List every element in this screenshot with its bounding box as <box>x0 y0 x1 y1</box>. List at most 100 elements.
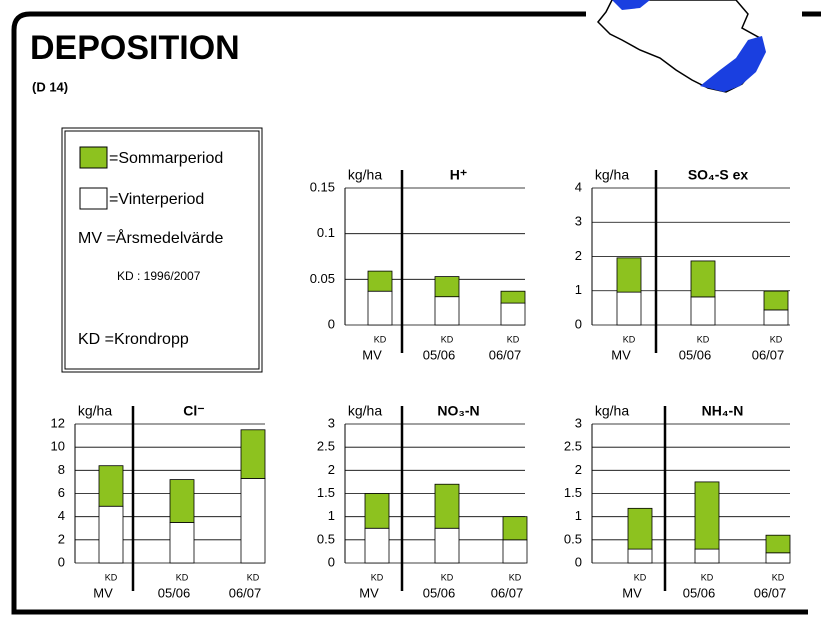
x-tick-label: MV <box>622 585 642 600</box>
bar-segment <box>694 548 720 564</box>
bar-label: KD <box>374 334 387 344</box>
y-tick-label: 0 <box>328 554 335 569</box>
bar-segment <box>765 552 791 564</box>
bar-segment <box>240 429 266 479</box>
bar-segment <box>616 291 642 326</box>
bar-segment <box>690 260 716 298</box>
bar-label: KD <box>247 572 260 582</box>
bar-segment <box>616 257 642 293</box>
bar-label: KD <box>507 334 520 344</box>
y-tick-label: 1 <box>575 282 582 297</box>
y-tick-label: 3 <box>575 214 582 229</box>
x-tick-label: 05/06 <box>423 585 456 600</box>
bar-segment <box>434 483 460 529</box>
bar-segment <box>240 478 266 564</box>
bar-segment <box>434 276 460 298</box>
bar-segment <box>763 309 789 326</box>
y-tick-label: 0 <box>58 554 65 569</box>
bar-segment <box>627 548 653 564</box>
x-tick-label: MV <box>362 347 382 362</box>
bar-segment <box>367 270 393 292</box>
y-tick-label: 2 <box>575 462 582 477</box>
bar-segment <box>169 522 195 564</box>
y-unit: kg/ha <box>348 167 382 183</box>
y-tick-label: 8 <box>58 462 65 477</box>
y-tick-label: 2.5 <box>564 439 582 454</box>
legend-swatch <box>79 187 108 210</box>
y-tick-label: 3 <box>575 415 582 430</box>
legend-swatch <box>79 146 108 169</box>
x-tick-label: 06/07 <box>754 585 787 600</box>
page-title: DEPOSITION <box>30 29 240 67</box>
bar-segment <box>364 527 390 564</box>
x-tick-label: 06/07 <box>229 585 262 600</box>
bar-segment <box>364 493 390 529</box>
y-unit: kg/ha <box>595 403 629 419</box>
y-tick-label: 0 <box>328 316 335 331</box>
y-tick-label: 4 <box>58 508 65 523</box>
y-tick-label: 0.5 <box>564 531 582 546</box>
page-subtitle: (D 14) <box>32 79 68 94</box>
bar-label: KD <box>623 334 636 344</box>
bar-segment <box>627 507 653 550</box>
bar-label: KD <box>371 572 384 582</box>
bar-label: KD <box>441 572 454 582</box>
bar-label: KD <box>770 334 783 344</box>
x-tick-label: 05/06 <box>679 347 712 362</box>
y-tick-label: 0.1 <box>317 225 335 240</box>
bar-segment <box>500 302 526 326</box>
bar-segment <box>500 290 526 304</box>
y-tick-label: 10 <box>51 439 65 454</box>
legend-label: KD : 1996/2007 <box>117 269 201 283</box>
legend-box <box>64 130 260 370</box>
y-tick-label: 0.15 <box>310 179 335 194</box>
bar-segment <box>502 539 528 564</box>
bar-segment <box>169 479 195 523</box>
bar-segment <box>502 516 528 541</box>
y-tick-label: 3 <box>328 415 335 430</box>
y-tick-label: 2 <box>328 462 335 477</box>
chart-title: NH₄-N <box>702 403 744 419</box>
legend-label: KD =Krondropp <box>78 331 189 348</box>
bar-segment <box>98 465 124 507</box>
chart-title: H⁺ <box>450 167 468 183</box>
chart-title: NO₃-N <box>437 403 479 419</box>
y-tick-label: 0 <box>575 554 582 569</box>
bar-segment <box>763 290 789 311</box>
x-tick-label: 05/06 <box>423 347 456 362</box>
bar-label: KD <box>441 334 454 344</box>
bar-segment <box>694 481 720 550</box>
y-tick-label: 1.5 <box>317 485 335 500</box>
bar-label: KD <box>509 572 522 582</box>
y-unit: kg/ha <box>78 403 112 419</box>
y-tick-label: 2 <box>58 531 65 546</box>
bar-label: KD <box>176 572 189 582</box>
bar-label: KD <box>105 572 118 582</box>
legend-label: =Sommarperiod <box>109 150 223 167</box>
y-tick-label: 1.5 <box>564 485 582 500</box>
y-tick-label: 1 <box>575 508 582 523</box>
y-unit: kg/ha <box>348 403 382 419</box>
bar-label: KD <box>772 572 785 582</box>
y-tick-label: 4 <box>575 179 582 194</box>
y-unit: kg/ha <box>595 167 629 183</box>
y-tick-label: 0.05 <box>310 271 335 286</box>
y-tick-label: 12 <box>51 415 65 430</box>
bar-segment <box>434 296 460 326</box>
bar-label: KD <box>697 334 710 344</box>
legend-box <box>61 127 263 373</box>
chart-title: SO₄-S ex <box>688 167 749 183</box>
frame <box>11 11 808 615</box>
chart-title: Cl⁻ <box>183 403 204 419</box>
bar-segment <box>98 505 124 564</box>
y-tick-label: 0.5 <box>317 531 335 546</box>
x-tick-label: 05/06 <box>158 585 191 600</box>
x-tick-label: 06/07 <box>491 585 524 600</box>
bar-segment <box>367 290 393 326</box>
x-tick-label: 06/07 <box>752 347 785 362</box>
x-tick-label: 06/07 <box>489 347 522 362</box>
bar-segment <box>434 527 460 564</box>
y-tick-label: 1 <box>328 508 335 523</box>
y-tick-label: 2.5 <box>317 439 335 454</box>
